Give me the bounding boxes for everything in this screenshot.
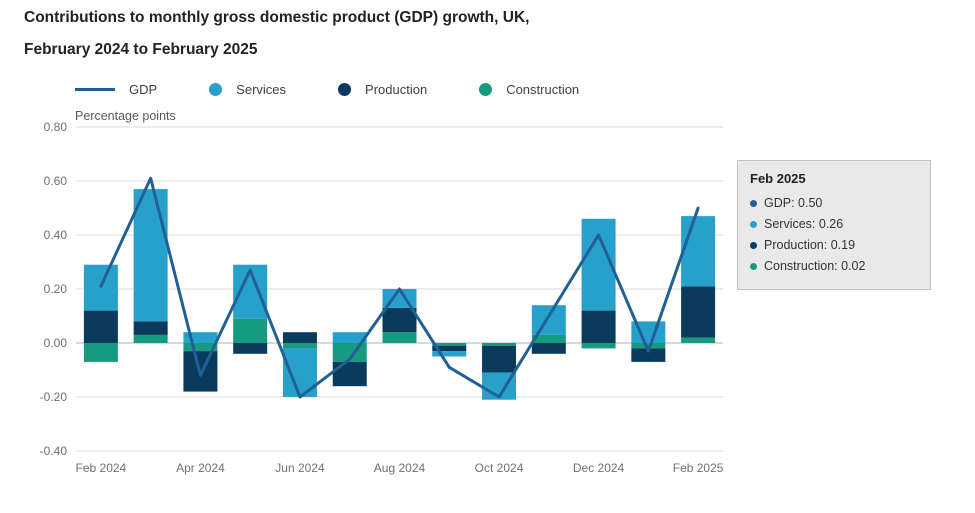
bar-services-feb-2025[interactable]	[681, 216, 716, 287]
x-tick-label: Feb 2024	[76, 461, 127, 475]
tooltip-row-gdp: GDP: 0.50	[750, 193, 918, 214]
bar-production-jan-2025[interactable]	[631, 348, 666, 362]
tooltip-row-text: GDP: 0.50	[764, 196, 823, 210]
legend-item-services: Services	[209, 82, 286, 97]
bar-construction-apr-2024[interactable]	[183, 343, 218, 352]
bar-production-oct-2024[interactable]	[482, 345, 517, 373]
bar-production-jul-2024[interactable]	[332, 361, 367, 387]
hover-tooltip: Feb 2025 GDP: 0.50 Services: 0.26 Producti…	[737, 160, 931, 290]
gdp-line-swatch	[75, 88, 115, 91]
bar-production-mar-2024[interactable]	[133, 321, 168, 335]
services-dot-icon	[750, 221, 757, 228]
y-tick-label: -0.40	[40, 444, 68, 458]
bar-construction-feb-2025[interactable]	[681, 337, 716, 343]
y-tick-label: 0.80	[44, 120, 68, 134]
bar-construction-sep-2024[interactable]	[432, 343, 467, 346]
services-dot-swatch	[209, 83, 223, 96]
legend-item-construction: Construction	[479, 82, 579, 97]
bar-construction-feb-2024[interactable]	[83, 343, 118, 362]
y-tick-label: 0.60	[44, 174, 68, 188]
bar-construction-jun-2024[interactable]	[282, 343, 317, 349]
bar-production-aug-2024[interactable]	[382, 307, 417, 333]
tooltip-title: Feb 2025	[750, 171, 806, 186]
x-tick-label: Dec 2024	[573, 461, 625, 475]
bar-production-may-2024[interactable]	[233, 343, 268, 354]
bar-production-feb-2024[interactable]	[83, 310, 118, 343]
x-tick-label: Oct 2024	[475, 461, 524, 475]
bar-services-jul-2024[interactable]	[332, 332, 367, 343]
bar-production-jun-2024[interactable]	[282, 332, 317, 343]
y-tick-label: 0.00	[44, 336, 68, 350]
legend-label-production: Production	[365, 82, 428, 97]
legend-label-construction: Construction	[506, 82, 580, 97]
bar-production-feb-2025[interactable]	[681, 286, 716, 338]
legend-item-gdp: GDP	[75, 82, 157, 97]
bar-production-nov-2024[interactable]	[531, 343, 566, 354]
tooltip-row-text: Construction: 0.02	[764, 259, 866, 273]
bar-services-mar-2024[interactable]	[133, 189, 168, 322]
bar-construction-mar-2024[interactable]	[133, 334, 168, 343]
chart-title-line2: February 2024 to February 2025	[24, 41, 258, 58]
gdp-line	[99, 176, 700, 399]
bar-construction-nov-2024[interactable]	[531, 334, 566, 343]
gdp-dot-icon	[750, 200, 757, 207]
chart-legend: GDP Services Production Construction	[75, 82, 631, 97]
tooltip-row-text: Services: 0.26	[764, 217, 844, 231]
x-tick-label: Jun 2024	[275, 461, 325, 475]
legend-item-production: Production	[338, 82, 427, 97]
production-dot-icon	[750, 242, 757, 249]
bar-production-sep-2024[interactable]	[432, 345, 467, 352]
x-tick-label: Apr 2024	[176, 461, 225, 475]
y-tick-label: -0.20	[40, 390, 68, 404]
y-tick-label: 0.20	[44, 282, 68, 296]
tooltip-row-construction: Construction: 0.02	[750, 256, 918, 277]
bar-construction-dec-2024[interactable]	[581, 343, 616, 349]
production-dot-swatch	[338, 83, 352, 96]
bar-construction-may-2024[interactable]	[233, 318, 268, 343]
construction-dot-swatch	[479, 83, 493, 96]
bar-services-sep-2024[interactable]	[432, 351, 467, 357]
bar-construction-jan-2025[interactable]	[631, 343, 666, 349]
construction-dot-icon	[750, 263, 757, 270]
tooltip-row-services: Services: 0.26	[750, 214, 918, 235]
tooltip-row-text: Production: 0.19	[764, 238, 856, 252]
chart-title-line1: Contributions to monthly gross domestic …	[24, 9, 530, 26]
y-tick-label: 0.40	[44, 228, 68, 242]
gdp-contributions-chart: 0.80 0.60 0.40 0.20 0.00 -0.20 -0.40 Feb 2024 Ap…	[40, 120, 724, 475]
tooltip-rows: GDP: 0.50 Services: 0.26 Production: 0.19 C…	[750, 193, 918, 277]
x-tick-label: Aug 2024	[374, 461, 426, 475]
tooltip-row-production: Production: 0.19	[750, 235, 918, 256]
y-axis-unit-label: Percentage points	[75, 109, 176, 123]
bar-construction-aug-2024[interactable]	[382, 332, 417, 343]
bar-services-apr-2024[interactable]	[183, 332, 218, 343]
legend-label-gdp: GDP	[129, 82, 158, 97]
bar-services-nov-2024[interactable]	[531, 305, 566, 335]
bar-construction-oct-2024[interactable]	[482, 343, 517, 346]
legend-label-services: Services	[236, 82, 287, 97]
x-tick-label: Feb 2025	[673, 461, 724, 475]
bar-production-dec-2024[interactable]	[581, 310, 616, 343]
